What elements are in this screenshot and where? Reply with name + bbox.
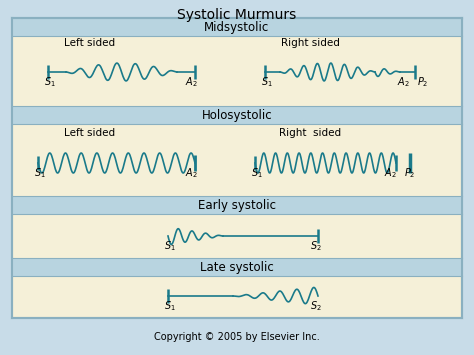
- Text: $P_2$: $P_2$: [404, 166, 415, 180]
- Text: Right  sided: Right sided: [279, 128, 341, 138]
- Text: $S_1$: $S_1$: [34, 166, 46, 180]
- Text: $S_1$: $S_1$: [164, 299, 176, 313]
- Bar: [12, 196, 462, 214]
- Text: $S_2$: $S_2$: [310, 299, 322, 313]
- Text: $A_2$: $A_2$: [397, 75, 410, 89]
- Text: $A_2$: $A_2$: [384, 166, 397, 180]
- Text: $S_1$: $S_1$: [261, 75, 273, 89]
- Text: Early systolic: Early systolic: [198, 198, 276, 212]
- Bar: [12, 18, 462, 318]
- Text: Midsystolic: Midsystolic: [204, 21, 270, 33]
- Text: $S_1$: $S_1$: [251, 166, 263, 180]
- Text: Right sided: Right sided: [281, 38, 339, 48]
- Bar: [12, 258, 462, 276]
- Bar: [12, 106, 462, 124]
- Text: $A_2$: $A_2$: [185, 166, 198, 180]
- Text: $S_2$: $S_2$: [310, 239, 322, 253]
- Text: Left sided: Left sided: [64, 38, 116, 48]
- Text: Systolic Murmurs: Systolic Murmurs: [177, 8, 297, 22]
- Text: Copyright © 2005 by Elsevier Inc.: Copyright © 2005 by Elsevier Inc.: [154, 332, 320, 342]
- Text: $P_2$: $P_2$: [417, 75, 428, 89]
- Text: Holosystolic: Holosystolic: [202, 109, 272, 121]
- Text: $S_1$: $S_1$: [44, 75, 56, 89]
- Text: Left sided: Left sided: [64, 128, 116, 138]
- Text: $A_2$: $A_2$: [185, 75, 198, 89]
- Text: $S_1$: $S_1$: [164, 239, 176, 253]
- Bar: [12, 18, 462, 36]
- Text: Late systolic: Late systolic: [200, 261, 274, 273]
